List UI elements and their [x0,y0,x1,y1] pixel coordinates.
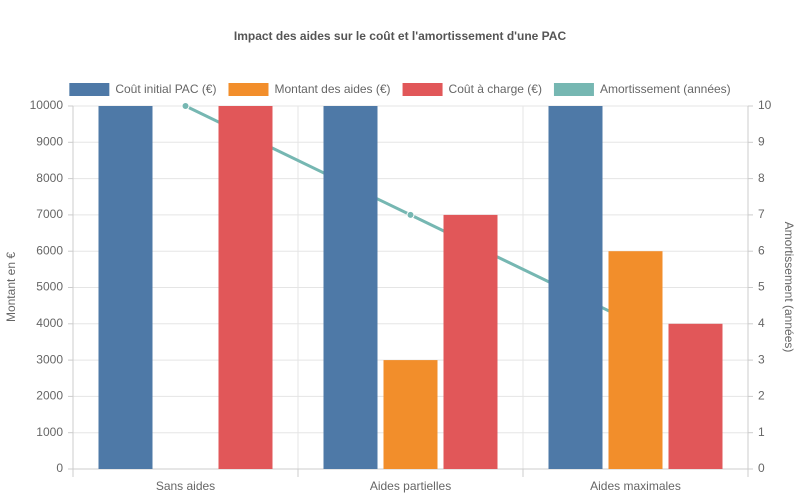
bar [383,360,438,469]
legend-swatch [69,83,110,96]
legend: Coût initial PAC (€) Montant des aides (€… [69,82,731,96]
y-tick-label: 2000 [36,389,63,403]
y-tick-label: 10000 [30,98,64,112]
y2-tick-label: 8 [758,171,765,185]
legend-swatch [402,83,443,96]
legend-swatch [228,83,269,96]
y-tick-label: 0 [56,461,63,475]
bar [548,106,603,469]
legend-swatch [553,83,594,96]
legend-label: Montant des aides (€) [274,82,390,96]
y2-tick-label: 3 [758,352,765,366]
y-tick-label: 8000 [36,171,63,185]
legend-label: Amortissement (années) [600,82,731,96]
y2-axis-title: Amortissement (années) [782,222,796,353]
line-point [406,210,415,219]
y2-tick-label: 9 [758,134,765,148]
legend-label: Coût initial PAC (€) [115,82,216,96]
y-tick-label: 6000 [36,243,63,257]
bar [218,106,273,469]
y-tick-label: 7000 [36,207,63,221]
y-tick-label: 1000 [36,425,63,439]
x-tick-label: Aides partielles [370,479,451,493]
x-tick-label: Sans aides [156,479,215,493]
y2-tick-label: 0 [758,461,765,475]
line-point [181,102,190,110]
y2-tick-label: 10 [758,98,772,112]
bar [443,214,498,469]
y2-tick-label: 2 [758,389,765,403]
y2-tick-label: 4 [758,316,765,330]
y2-tick-label: 7 [758,207,765,221]
y2-tick-label: 1 [758,425,765,439]
bar [323,106,378,469]
legend-label: Coût à charge (€) [449,82,542,96]
bar [98,106,153,469]
bar [608,251,663,469]
chart-title: Impact des aides sur le coût et l'amorti… [234,29,567,43]
y2-tick-label: 6 [758,243,765,257]
y-tick-label: 4000 [36,316,63,330]
bar [668,323,723,469]
x-tick-label: Aides maximales [590,479,681,493]
y-axis-title: Montant en € [4,252,18,322]
y-tick-label: 9000 [36,134,63,148]
y2-tick-label: 5 [758,280,765,294]
y-tick-label: 5000 [36,280,63,294]
y-tick-label: 3000 [36,352,63,366]
